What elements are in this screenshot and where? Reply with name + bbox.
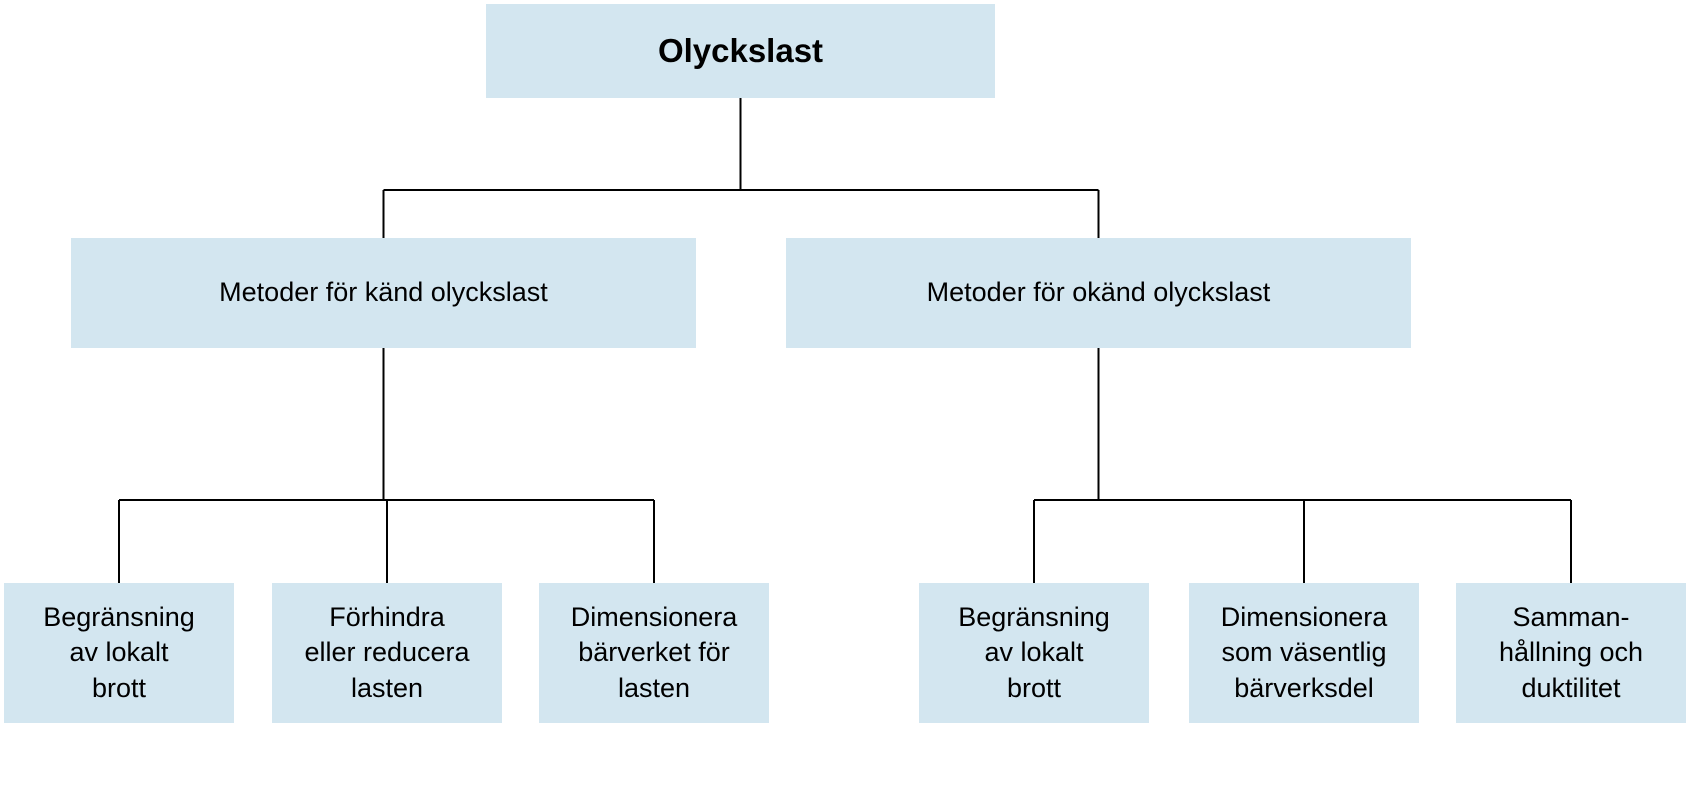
node-left: Metoder för känd olyckslast [71,238,696,348]
node-r3-label: Samman- hållning och duktilitet [1499,600,1643,705]
node-r2-label: Dimensionera som väsentlig bärverksdel [1221,600,1388,705]
node-l2: Förhindra eller reducera lasten [272,583,502,723]
node-r1: Begränsning av lokalt brott [919,583,1149,723]
diagram-canvas: Olyckslast Metoder för känd olyckslast M… [0,0,1692,797]
node-root-label: Olyckslast [658,30,823,73]
node-r2: Dimensionera som väsentlig bärverksdel [1189,583,1419,723]
node-l3-label: Dimensionera bärverket för lasten [571,600,738,705]
node-right: Metoder för okänd olyckslast [786,238,1411,348]
node-l1: Begränsning av lokalt brott [4,583,234,723]
node-r1-label: Begränsning av lokalt brott [958,600,1110,705]
node-root: Olyckslast [486,4,995,98]
node-left-label: Metoder för känd olyckslast [219,275,548,310]
node-l2-label: Förhindra eller reducera lasten [304,600,469,705]
node-l1-label: Begränsning av lokalt brott [43,600,195,705]
node-r3: Samman- hållning och duktilitet [1456,583,1686,723]
node-l3: Dimensionera bärverket för lasten [539,583,769,723]
node-right-label: Metoder för okänd olyckslast [927,275,1271,310]
edge-layer [0,0,1692,797]
